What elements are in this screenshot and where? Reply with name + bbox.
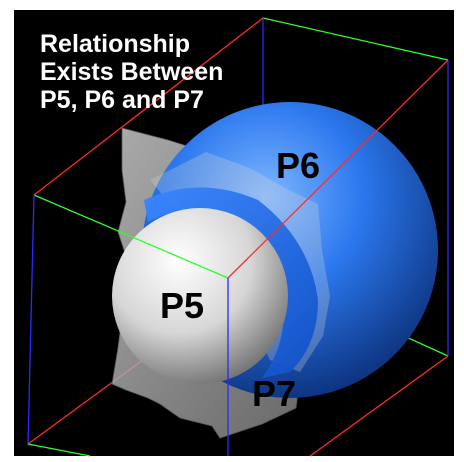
p6-label: P6 xyxy=(276,145,320,186)
box-edge xyxy=(33,194,229,279)
box-edge xyxy=(309,355,449,457)
caption-line-3: P5, P6 and P7 xyxy=(40,86,204,114)
p5-label: P5 xyxy=(160,285,204,326)
p5-sphere xyxy=(112,208,288,384)
bounding-box-front xyxy=(27,59,449,457)
p7-label: P7 xyxy=(252,373,296,414)
box-edge xyxy=(262,17,449,61)
intersection-band xyxy=(144,187,318,378)
caption: Relationship Exists Between P5, P6 and P… xyxy=(40,30,223,114)
caption-line-2: Exists Between xyxy=(40,58,223,86)
box-edge xyxy=(227,59,449,279)
caption-line-1: Relationship xyxy=(40,30,190,58)
box-edge xyxy=(27,443,91,457)
box-edge xyxy=(27,194,35,445)
box-edge xyxy=(33,17,264,196)
